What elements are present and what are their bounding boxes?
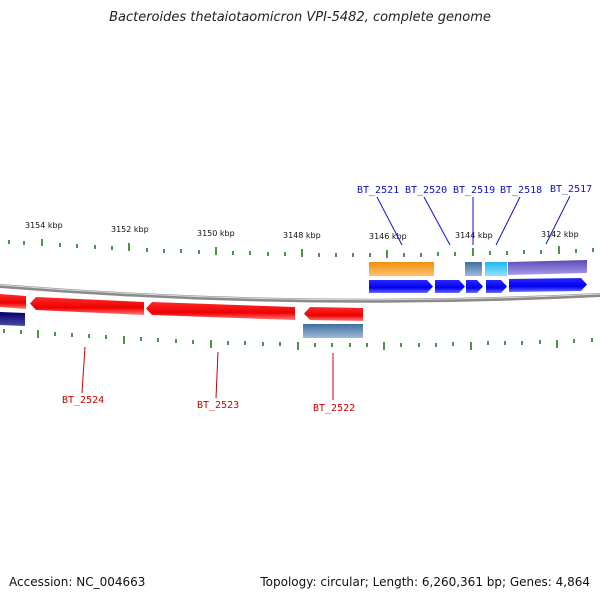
gene-label-bt-2519[interactable]: BT_2519 [453, 185, 495, 196]
feature-block-violet[interactable] [508, 260, 587, 275]
tick-label: 3142 kbp [541, 230, 579, 239]
outer-ticks [8, 239, 594, 258]
gene-label-bt-2518[interactable]: BT_2518 [500, 185, 542, 196]
gene-bt-2523-arrow[interactable] [146, 302, 295, 320]
gene-edge-arrow[interactable] [0, 294, 26, 309]
gene-label-bt-2522[interactable]: BT_2522 [313, 403, 355, 414]
gene-bt-2517-arrow[interactable] [509, 278, 587, 292]
tick-label: 3154 kbp [25, 221, 63, 230]
feature-block-steel[interactable] [465, 262, 482, 276]
gene-bt-2522-arrow[interactable] [304, 307, 363, 321]
gene-label-bt-2517[interactable]: BT_2517 [550, 184, 592, 195]
gene-bt-2518-arrow[interactable] [486, 280, 507, 293]
gene-label-bt-2521[interactable]: BT_2521 [357, 185, 399, 196]
gene-bt-2521-arrow[interactable] [369, 280, 433, 293]
map-title: Bacteroides thetaiotaomicron VPI-5482, c… [109, 10, 491, 25]
inner-ticks [3, 329, 593, 350]
accession-text: Accession: NC_004663 [9, 575, 146, 589]
feature-block-steel-reverse[interactable] [303, 324, 363, 338]
tick-label: 3146 kbp [369, 232, 407, 241]
forward-label-leaders [376, 195, 571, 246]
reverse-strand-genes [0, 294, 363, 321]
genome-backbone [0, 284, 600, 303]
gene-label-bt-2524[interactable]: BT_2524 [62, 395, 104, 406]
gene-label-bt-2520[interactable]: BT_2520 [405, 185, 447, 196]
reverse-feature-blocks [0, 312, 363, 338]
feature-block-cyan[interactable] [485, 262, 507, 276]
tick-label: 3144 kbp [455, 231, 493, 240]
gene-bt-2519-arrow[interactable] [466, 280, 483, 293]
feature-block-navy[interactable] [0, 312, 25, 326]
reverse-label-leaders [81, 346, 334, 400]
gene-label-bt-2523[interactable]: BT_2523 [197, 400, 239, 411]
forward-strand-genes [369, 278, 587, 293]
gene-bt-2520-arrow[interactable] [435, 280, 465, 293]
feature-block-orange[interactable] [369, 262, 434, 276]
tick-label: 3150 kbp [197, 229, 235, 238]
tick-label: 3148 kbp [283, 231, 321, 240]
tick-label: 3152 kbp [111, 225, 149, 234]
forward-feature-blocks [369, 260, 587, 276]
genome-summary-text: Topology: circular; Length: 6,260,361 bp… [260, 575, 590, 589]
gene-bt-2524-arrow[interactable] [30, 297, 144, 315]
